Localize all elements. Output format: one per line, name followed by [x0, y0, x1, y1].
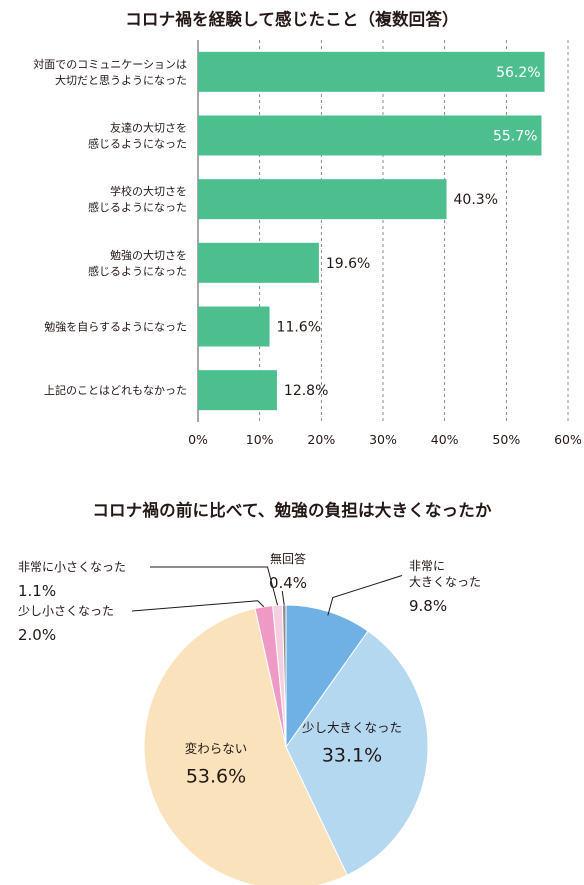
category-label: 対面でのコミュニケーションは: [33, 57, 187, 71]
slice-5-value: 0.4%: [269, 574, 307, 592]
leader-line: [281, 590, 285, 606]
bar: [198, 242, 319, 283]
slice-0-value: 9.8%: [409, 597, 447, 615]
bar: [198, 370, 277, 411]
x-tick-label: 50%: [492, 432, 520, 447]
x-tick-label: 30%: [369, 432, 397, 447]
slice-4-label: 非常に小さくなった: [18, 560, 126, 574]
slice-1-value: 33.1%: [322, 745, 382, 767]
slice-2-label: 変わらない: [185, 741, 248, 756]
slice-4-value: 1.1%: [18, 582, 56, 600]
bar: [198, 115, 542, 156]
category-label: 友達の大切さを: [110, 121, 187, 135]
slice-0-label: 非常に: [409, 559, 445, 573]
category-label: 感じるようになった: [88, 138, 187, 151]
bar-chart: 0% 10% 20% 30% 40% 50% 60% 対面でのコミュニケーションは大切だと思う…: [33, 40, 582, 447]
slice-0-label: 大きくなった: [409, 575, 481, 589]
pie-slice: [281, 604, 287, 748]
pie-slice: [143, 607, 348, 885]
category-label: 勉強を自らするようになった: [44, 320, 187, 334]
value-label: 56.2%: [496, 65, 540, 81]
pie-slice: [285, 630, 429, 876]
leader-line: [150, 566, 279, 606]
value-label: 11.6%: [277, 320, 321, 336]
bar: [198, 51, 545, 92]
category-label: 感じるようになった: [88, 265, 187, 278]
pie-chart-title: コロナ禍の前に比べて、勉強の負担は大きくなったか: [92, 501, 492, 520]
category-label: 勉強の大切さを: [110, 248, 187, 262]
value-label: 55.7%: [493, 129, 537, 145]
category-label: 上記のことはどれもなかった: [44, 383, 187, 397]
value-label: 19.6%: [326, 256, 370, 272]
x-tick-label: 40%: [431, 432, 459, 447]
slice-3-label: 少し小さくなった: [18, 604, 114, 618]
bar-chart-title: コロナ禍を経験して感じたこと（複数回答）: [125, 10, 459, 29]
x-tick-label: 60%: [554, 432, 582, 447]
x-tick-label: 10%: [246, 432, 274, 447]
slice-1-label: 少し大きくなった: [302, 720, 402, 735]
category-label: 学校の大切さを: [110, 184, 187, 198]
category-label: 大切だと思うようになった: [55, 73, 187, 87]
slice-5-label: 無回答: [270, 551, 306, 566]
bar: [198, 179, 447, 220]
leader-line: [131, 600, 265, 612]
bar: [198, 306, 270, 347]
slice-3-value: 2.0%: [18, 626, 56, 644]
x-tick-label: 20%: [307, 432, 335, 447]
slice-2-value: 53.6%: [186, 766, 246, 788]
value-label: 40.3%: [454, 192, 498, 208]
x-tick-label: 0%: [188, 432, 208, 447]
category-label: 感じるようになった: [88, 201, 187, 214]
value-label: 12.8%: [284, 383, 328, 399]
leader-line: [327, 575, 403, 616]
